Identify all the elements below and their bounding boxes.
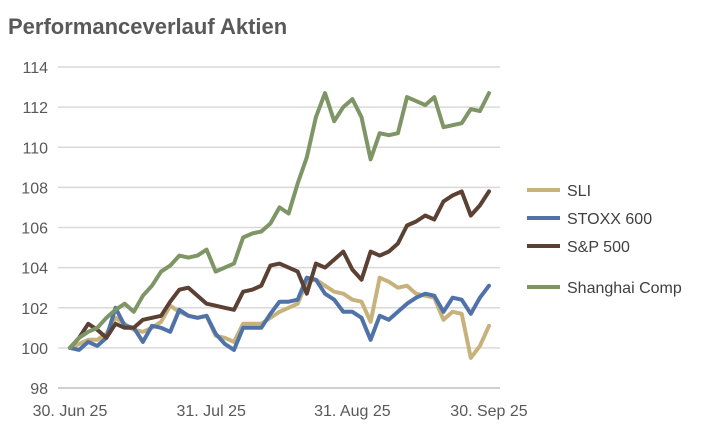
series-line-shanghai-comp <box>68 91 491 350</box>
y-tick-label: 102 <box>21 301 48 318</box>
series-line-sli <box>68 275 491 360</box>
legend-label: SLI <box>567 183 591 200</box>
x-tick-label: 31. Jul 25 <box>176 403 245 420</box>
y-tick-label: 106 <box>21 221 48 238</box>
y-tick-label: 114 <box>22 60 48 77</box>
legend-label: S&P 500 <box>567 239 630 256</box>
y-tick-label: 108 <box>21 180 48 197</box>
legend-label: Shanghai Comp <box>567 280 682 297</box>
y-tick-label: 104 <box>21 261 48 278</box>
chart-title: Performanceverlauf Aktien <box>8 14 288 39</box>
y-tick-label: 112 <box>22 100 48 117</box>
x-tick-label: 30. Sep 25 <box>450 403 528 420</box>
series-line-stoxx-600 <box>68 275 491 352</box>
y-tick-label: 110 <box>22 140 48 157</box>
x-tick-label: 31. Aug 25 <box>314 403 391 420</box>
legend-label: STOXX 600 <box>567 211 652 228</box>
x-tick-label: 30. Jun 25 <box>33 403 108 420</box>
y-tick-label: 98 <box>30 381 48 398</box>
y-tick-label: 100 <box>21 341 48 358</box>
series-line-s-p-500 <box>68 189 491 350</box>
